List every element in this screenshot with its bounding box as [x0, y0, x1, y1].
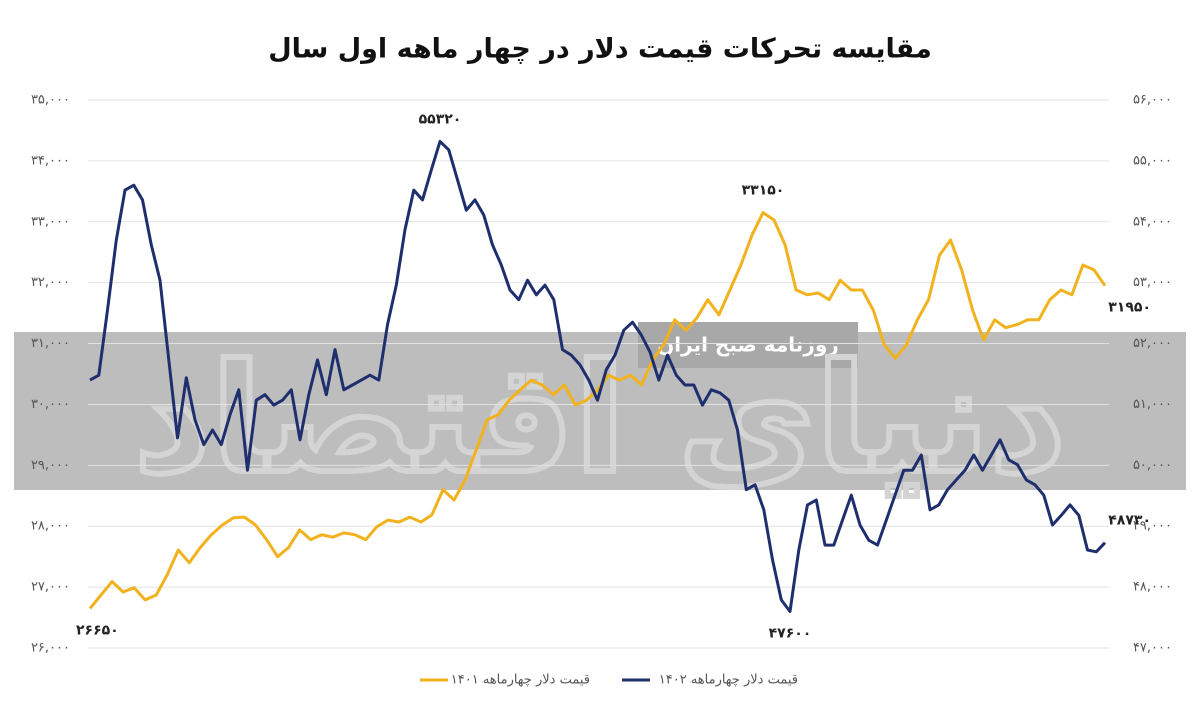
y-tick-label: ۳۱,۰۰۰ — [31, 336, 70, 351]
legend-label: قیمت دلار چهارماهه ۱۴۰۱ — [451, 673, 590, 688]
y2-tick-label: ۵۳,۰۰۰ — [1133, 275, 1172, 290]
y2-tick-label: ۴۹,۰۰۰ — [1133, 519, 1172, 534]
y-tick-label: ۲۸,۰۰۰ — [31, 519, 70, 534]
y2-tick-label: ۵۵,۰۰۰ — [1133, 153, 1172, 168]
data-label: ۳۱۹۵۰ — [1108, 300, 1151, 316]
watermark: روزنامه صبح ایران دنیای اقتصاد — [14, 322, 1186, 510]
watermark-text: روزنامه صبح ایران — [657, 333, 839, 357]
legend-label: قیمت دلار چهارماهه ۱۴۰۲ — [659, 673, 798, 688]
y-tick-label: ۳۰,۰۰۰ — [31, 397, 70, 412]
y-tick-label: ۲۶,۰۰۰ — [31, 641, 70, 656]
y-tick-label: ۳۴,۰۰۰ — [31, 153, 70, 168]
y2-tick-label: ۴۸,۰۰۰ — [1133, 580, 1172, 595]
y2-tick-label: ۵۲,۰۰۰ — [1133, 336, 1172, 351]
line-series — [88, 211, 1107, 610]
line-series — [89, 139, 1107, 613]
y-tick-label: ۲۷,۰۰۰ — [31, 580, 70, 595]
watermark-box — [638, 322, 858, 368]
y-tick-label: ۳۵,۰۰۰ — [31, 93, 70, 108]
y-tick-label: ۳۳,۰۰۰ — [31, 214, 70, 229]
y2-tick-label: ۴۷,۰۰۰ — [1133, 641, 1172, 656]
y2-tick-label: ۵۰,۰۰۰ — [1133, 458, 1172, 473]
y-tick-label: ۳۲,۰۰۰ — [31, 275, 70, 290]
chart-title: مقایسه تحرکات قیمت دلار در چهار ماهه اول… — [268, 34, 932, 65]
data-label: ۳۳۱۵۰ — [742, 183, 785, 199]
watermark-logo: دنیای اقتصاد — [134, 333, 1067, 507]
data-label: ۴۷۶۰۰ — [769, 625, 812, 641]
y-tick-label: ۲۹,۰۰۰ — [31, 458, 70, 473]
y2-tick-label: ۵۱,۰۰۰ — [1133, 397, 1172, 412]
data-label: ۵۵۳۲۰ — [419, 111, 462, 127]
data-label: ۴۸۷۳۰ — [1108, 513, 1151, 529]
y2-tick-label: ۵۴,۰۰۰ — [1133, 214, 1172, 229]
y2-tick-label: ۵۶,۰۰۰ — [1133, 93, 1172, 108]
data-label: ۲۶۶۵۰ — [76, 622, 119, 638]
watermark-band — [14, 332, 1186, 490]
